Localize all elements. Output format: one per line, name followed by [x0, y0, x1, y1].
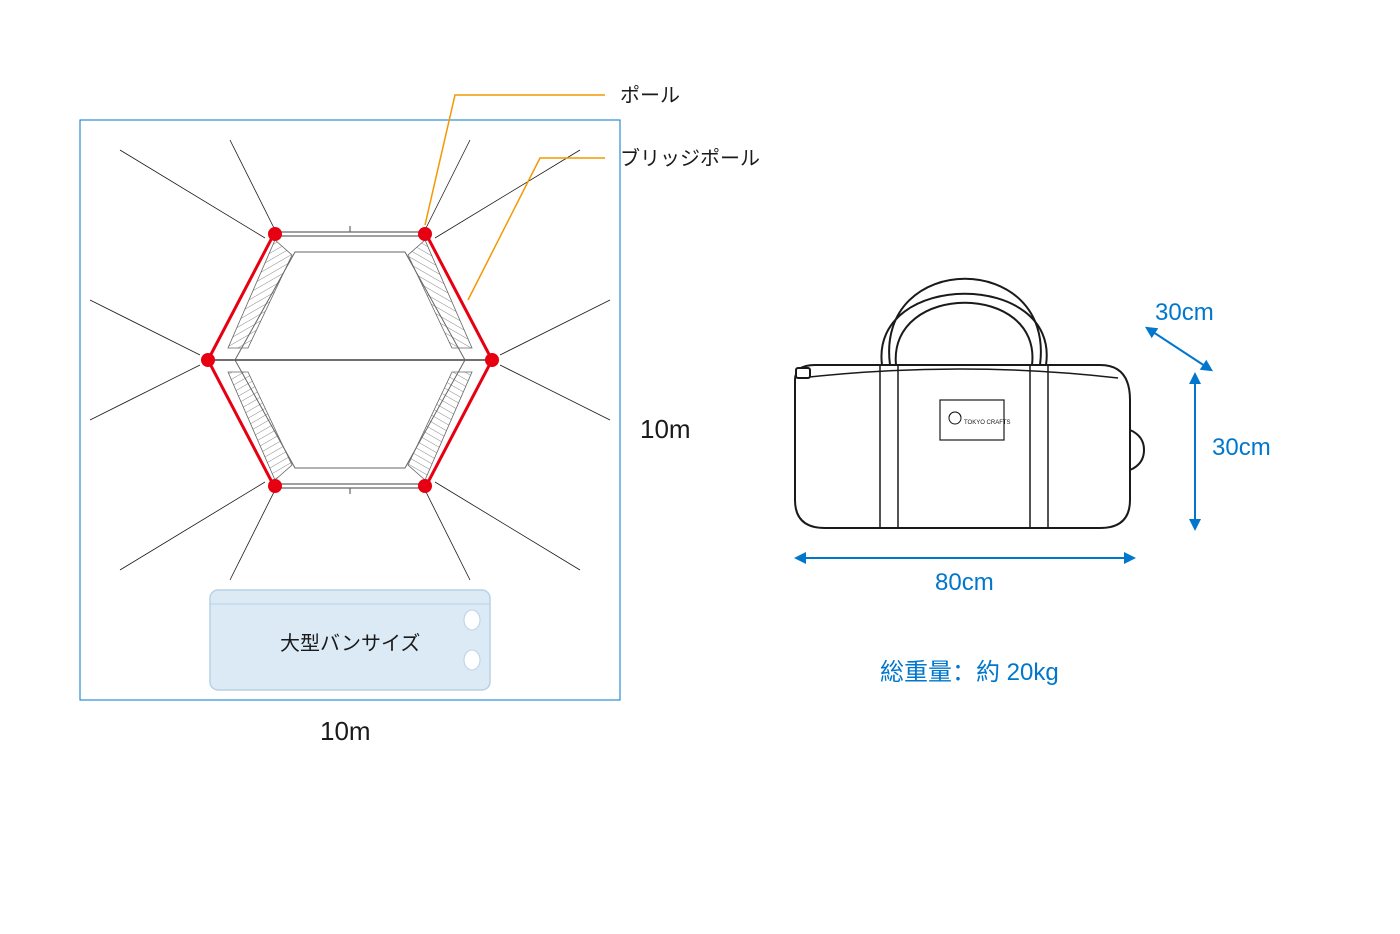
bag-drawing	[795, 279, 1144, 528]
plan-dim-w: 10m	[320, 716, 371, 746]
callouts	[425, 95, 605, 300]
plan-view: ポール ブリッジポール 10m 10m 大型バンサイズ	[80, 84, 760, 746]
bag-dim-w: 80cm	[935, 569, 994, 596]
bag-dim-h: 30cm	[1212, 434, 1271, 461]
bag-weight: 総重量：約 20kg	[880, 659, 1059, 686]
bag-view: TOKYO CRAFTS 80cm 30cm 30cm 総重量：約 20kg	[795, 279, 1271, 686]
diagram-canvas: ポール ブリッジポール 10m 10m 大型バンサイズ	[0, 0, 1400, 934]
callout-bridge-label: ブリッジポール	[620, 146, 760, 170]
callout-pole-label: ポール	[620, 84, 680, 107]
bag-logo-text: TOKYO CRAFTS	[964, 420, 1011, 426]
van-ref: 大型バンサイズ	[210, 590, 490, 690]
hex-outer	[208, 225, 492, 495]
plan-dim-h: 10m	[640, 414, 691, 444]
bag-dim-d: 30cm	[1155, 299, 1214, 326]
van-label: 大型バンサイズ	[280, 632, 420, 655]
